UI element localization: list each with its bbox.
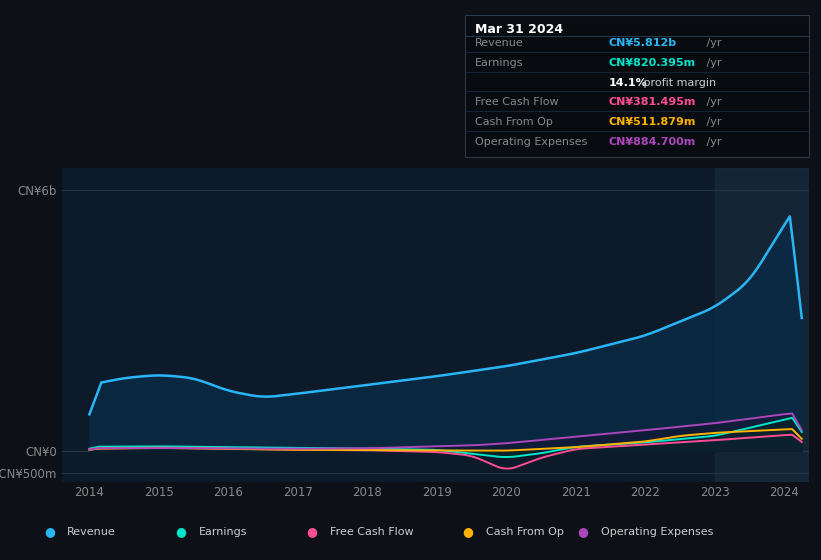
Text: profit margin: profit margin [640, 77, 716, 87]
Text: ●: ● [44, 525, 55, 539]
Text: /yr: /yr [703, 97, 722, 107]
Text: Cash From Op: Cash From Op [486, 527, 564, 537]
Text: /yr: /yr [703, 137, 722, 147]
Text: Cash From Op: Cash From Op [475, 117, 553, 127]
Text: CN¥884.700m: CN¥884.700m [608, 137, 695, 147]
Text: /yr: /yr [703, 117, 722, 127]
Text: CN¥820.395m: CN¥820.395m [608, 58, 695, 68]
Text: ●: ● [577, 525, 589, 539]
Text: Revenue: Revenue [475, 38, 523, 48]
Text: Operating Expenses: Operating Expenses [601, 527, 713, 537]
Text: 14.1%: 14.1% [608, 77, 647, 87]
Text: /yr: /yr [703, 38, 722, 48]
Text: CN¥5.812b: CN¥5.812b [608, 38, 677, 48]
Text: Mar 31 2024: Mar 31 2024 [475, 22, 562, 36]
Text: Free Cash Flow: Free Cash Flow [475, 97, 558, 107]
Text: Free Cash Flow: Free Cash Flow [330, 527, 414, 537]
Text: ●: ● [306, 525, 318, 539]
Text: Operating Expenses: Operating Expenses [475, 137, 587, 147]
Text: Earnings: Earnings [199, 527, 247, 537]
Text: ●: ● [175, 525, 186, 539]
Text: CN¥381.495m: CN¥381.495m [608, 97, 695, 107]
Text: CN¥511.879m: CN¥511.879m [608, 117, 695, 127]
Text: ●: ● [462, 525, 474, 539]
Text: /yr: /yr [703, 58, 722, 68]
Text: Earnings: Earnings [475, 58, 523, 68]
Bar [715, 168, 809, 482]
Text: Revenue: Revenue [67, 527, 116, 537]
